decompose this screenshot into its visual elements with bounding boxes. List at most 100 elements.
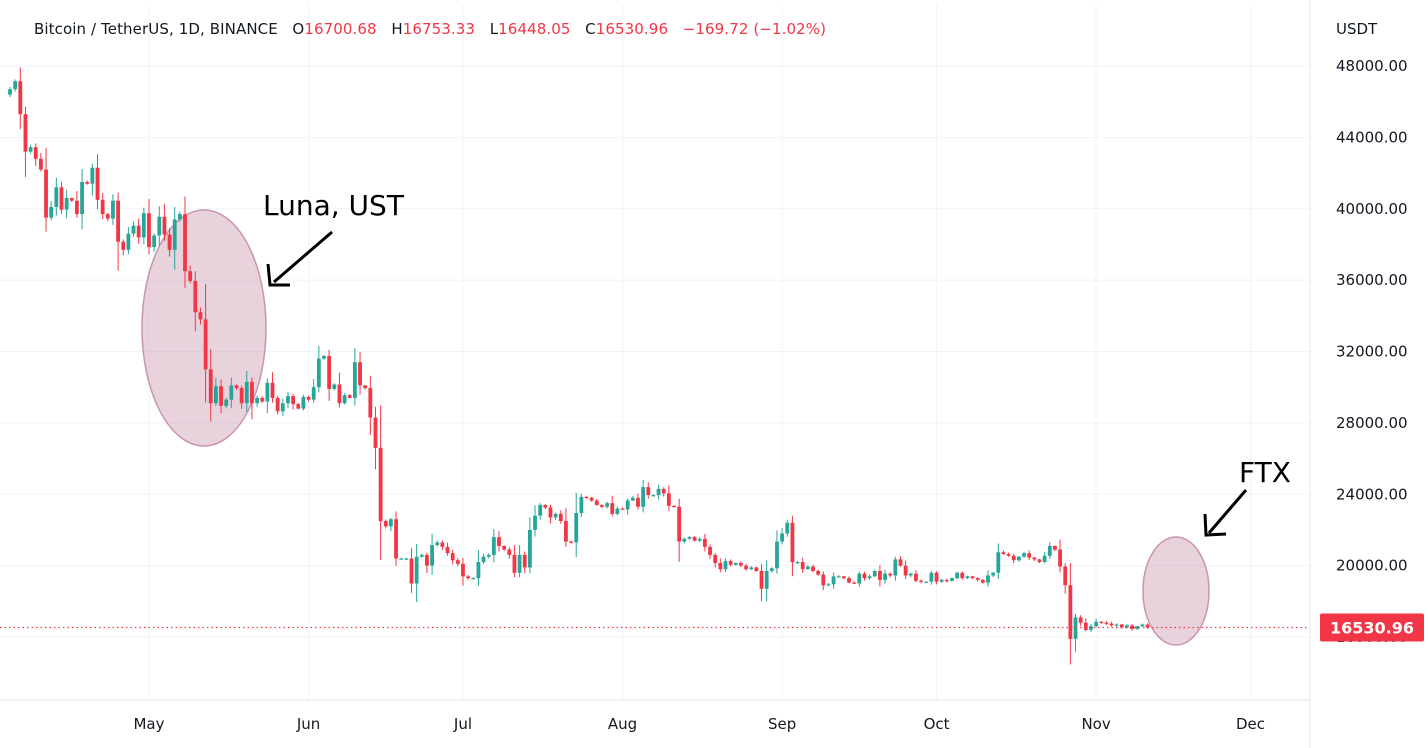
candle-body bbox=[352, 362, 357, 398]
candle-body bbox=[728, 561, 733, 565]
candle-body bbox=[1119, 624, 1124, 628]
candle-body bbox=[914, 573, 918, 581]
candle-body bbox=[1006, 554, 1011, 556]
x-tick-label: Aug bbox=[608, 715, 637, 733]
candle-body bbox=[543, 504, 548, 508]
candle-body bbox=[1145, 624, 1150, 628]
change-value: −169.72 (−1.02%) bbox=[682, 20, 827, 38]
candle-body bbox=[795, 562, 800, 564]
candle-body bbox=[394, 519, 398, 559]
candle-body bbox=[1016, 556, 1021, 561]
candle-body bbox=[584, 496, 589, 499]
x-axis[interactable]: May Jun Jul Aug Sep Oct Nov Dec bbox=[0, 699, 1310, 733]
candle-body bbox=[116, 200, 120, 242]
candle-body bbox=[975, 578, 980, 580]
candle-body bbox=[455, 560, 460, 564]
candle-body bbox=[404, 558, 409, 560]
candle-body bbox=[718, 562, 723, 570]
candle-body bbox=[574, 512, 579, 543]
open-value: 16700.68 bbox=[304, 20, 377, 38]
ftx-highlight-ellipse bbox=[1142, 536, 1210, 646]
candle-body bbox=[677, 506, 682, 542]
candle-body bbox=[620, 508, 625, 510]
candle-body bbox=[883, 573, 887, 580]
candle-body bbox=[960, 572, 965, 579]
candle-body bbox=[872, 570, 877, 577]
candle-body bbox=[687, 537, 692, 539]
candle-body bbox=[1068, 585, 1073, 639]
candle-body bbox=[347, 395, 352, 398]
candle-body bbox=[1022, 553, 1026, 557]
candle-body bbox=[533, 515, 537, 530]
candle-body bbox=[733, 562, 738, 565]
candle-body bbox=[847, 578, 851, 583]
candle-body bbox=[502, 545, 507, 550]
candle-body bbox=[44, 169, 48, 218]
candle-body bbox=[929, 572, 934, 582]
candle-body bbox=[80, 181, 84, 215]
candle-body bbox=[75, 200, 79, 215]
low-value: 16448.05 bbox=[498, 20, 571, 38]
candle-body bbox=[558, 513, 563, 522]
candle-body bbox=[399, 558, 404, 560]
candle-body bbox=[656, 488, 661, 496]
candle-body bbox=[461, 563, 465, 577]
candle-body bbox=[579, 496, 584, 513]
candle-body bbox=[615, 508, 620, 514]
y-tick-label: 28000.00 bbox=[1336, 414, 1408, 432]
candle-body bbox=[759, 570, 764, 589]
candle-body bbox=[291, 396, 296, 405]
candle-body bbox=[1094, 621, 1099, 627]
candle-body bbox=[898, 559, 903, 566]
candle-body bbox=[419, 554, 424, 557]
candle-body bbox=[605, 503, 609, 507]
candle-body bbox=[697, 538, 702, 541]
candle-body bbox=[826, 584, 831, 586]
candle-body bbox=[471, 578, 476, 580]
candle-body bbox=[162, 216, 167, 235]
candle-body bbox=[692, 537, 697, 541]
symbol-name[interactable]: Bitcoin / TetherUS, 1D, BINANCE bbox=[34, 20, 278, 38]
candle-body bbox=[831, 576, 836, 585]
candle-body bbox=[636, 497, 640, 507]
candle-body bbox=[857, 573, 862, 584]
candle-body bbox=[991, 572, 996, 576]
ftx-arrow-shaft bbox=[1207, 489, 1248, 534]
candle-body bbox=[1001, 552, 1006, 555]
candle-body bbox=[1047, 545, 1052, 556]
ftx-annotation: FTX bbox=[1239, 456, 1291, 489]
candle-body bbox=[440, 542, 445, 547]
close-label: C bbox=[585, 20, 596, 38]
candle-body bbox=[852, 582, 857, 584]
low-label: L bbox=[489, 20, 499, 38]
candle-body bbox=[893, 559, 898, 576]
candle-body bbox=[152, 235, 157, 248]
candle-body bbox=[980, 579, 985, 583]
candle-body bbox=[213, 386, 218, 404]
candle-body bbox=[764, 570, 769, 589]
candle-body bbox=[49, 206, 54, 218]
candle-body bbox=[172, 219, 177, 250]
currency-label[interactable]: USDT bbox=[1336, 20, 1378, 38]
candle-body bbox=[270, 382, 275, 398]
candle-body bbox=[100, 199, 105, 215]
candle-body bbox=[1104, 622, 1109, 624]
candle-body bbox=[862, 573, 867, 579]
candle-body bbox=[538, 504, 543, 516]
candle-body bbox=[908, 573, 913, 576]
candle-body bbox=[800, 562, 805, 570]
candle-body bbox=[1042, 555, 1047, 563]
candle-body bbox=[497, 537, 501, 546]
candle-body bbox=[275, 397, 280, 412]
candle-body bbox=[491, 537, 496, 555]
candle-body bbox=[1032, 557, 1037, 560]
candle-body bbox=[8, 89, 12, 95]
candle-body bbox=[507, 549, 512, 555]
candle-body bbox=[934, 572, 939, 582]
candle-body bbox=[265, 382, 270, 402]
candle-body bbox=[90, 167, 95, 184]
candle-body bbox=[651, 495, 656, 497]
x-tick-label: Nov bbox=[1081, 715, 1110, 733]
candle-body bbox=[805, 566, 810, 570]
